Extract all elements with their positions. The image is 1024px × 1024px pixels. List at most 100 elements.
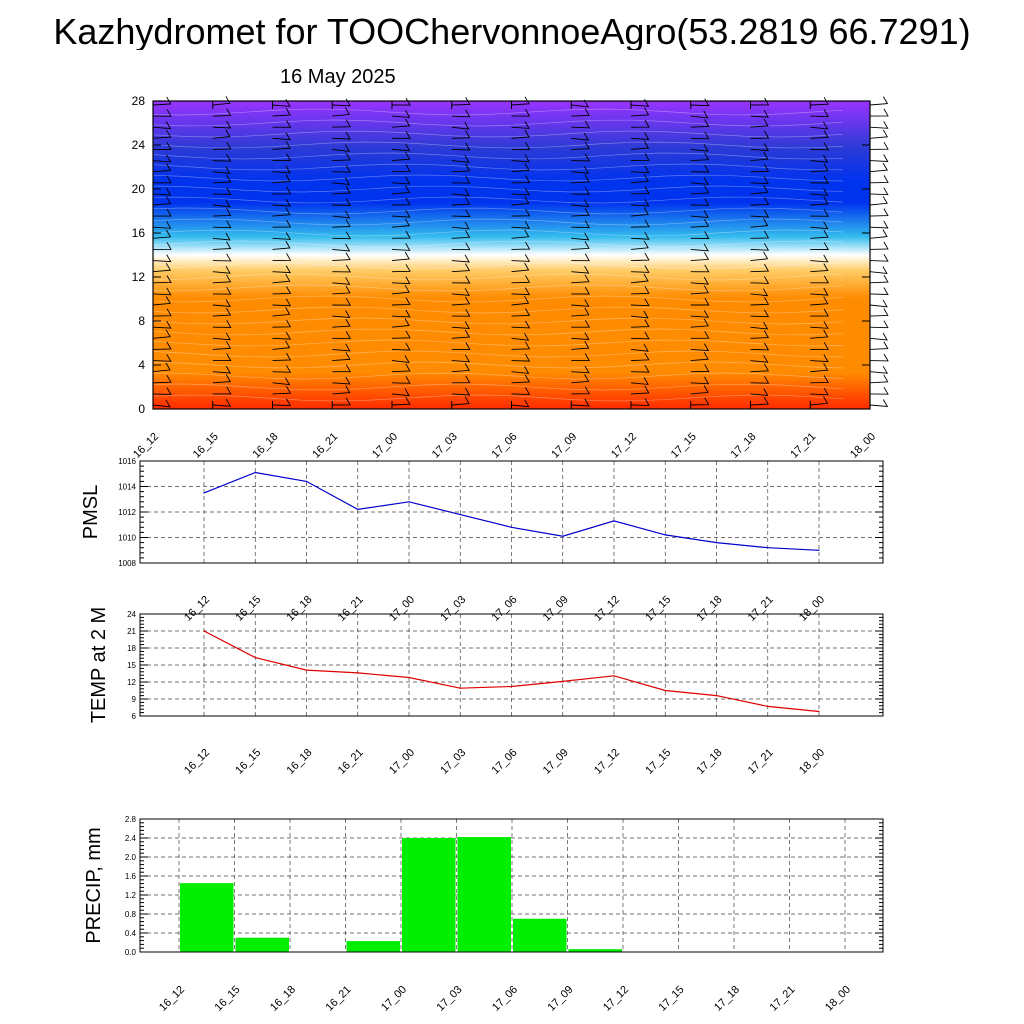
- contour-line: [152, 394, 844, 402]
- wind-barb: [332, 343, 351, 352]
- wind-barb: [690, 252, 710, 262]
- wind-barb: [571, 307, 590, 317]
- wind-barb: [332, 310, 351, 319]
- wind-barb: [152, 229, 172, 239]
- x-tick-label: 16_18: [285, 594, 315, 624]
- wind-barb: [571, 232, 590, 241]
- wind-barb: [630, 310, 649, 319]
- x-tick-label: 17_15: [657, 984, 687, 1014]
- wind-barb: [869, 274, 889, 284]
- y-axis-title: PRECIP, mm: [83, 827, 105, 943]
- wind-barb: [869, 141, 889, 150]
- wind-barb: [272, 240, 291, 250]
- y-tick-label: 18: [127, 644, 136, 653]
- wind-barb: [571, 132, 590, 141]
- wind-barbs: [152, 96, 889, 408]
- data-point: [510, 526, 513, 528]
- contour-line: [152, 108, 844, 116]
- wind-barb: [810, 254, 829, 263]
- x-tick-label: 16_18: [268, 984, 298, 1014]
- wind-barb: [391, 276, 411, 285]
- wind-barb: [750, 288, 769, 297]
- wind-barb: [690, 376, 710, 385]
- data-point: [818, 549, 820, 551]
- x-tick-label: 16_15: [233, 747, 263, 777]
- wind-barb: [332, 297, 351, 306]
- wind-barb: [332, 131, 351, 140]
- wind-barb: [153, 175, 172, 184]
- wind-barb: [152, 96, 172, 106]
- wind-barb: [630, 364, 650, 373]
- data-point: [715, 542, 718, 544]
- x-tick-label: 17_06: [490, 594, 520, 624]
- wind-barb: [332, 164, 351, 173]
- wind-barb: [630, 385, 650, 395]
- contour-line: [152, 262, 844, 270]
- contour-line: [152, 295, 844, 303]
- contour-line: [152, 207, 844, 215]
- wind-barb: [571, 108, 590, 117]
- wind-barb: [511, 108, 531, 117]
- wind-barb: [391, 388, 410, 397]
- pmsl-line-chart-panel: 1008 1010 1012 1014 1016 16_12 16_15 16_18 16_21…: [80, 457, 884, 624]
- wind-barb: [571, 332, 590, 341]
- wind-barb: [152, 163, 172, 173]
- wind-barb: [690, 351, 709, 362]
- wind-barb: [391, 396, 411, 406]
- wind-barb: [571, 253, 590, 262]
- wind-barb: [869, 399, 889, 408]
- x-tick-label: 17_15: [669, 431, 699, 461]
- wind-barb: [272, 132, 291, 141]
- x-tick-label: 18_00: [797, 594, 827, 624]
- wind-barb: [152, 354, 172, 362]
- x-tick-label: 16_21: [310, 431, 340, 461]
- wind-barb: [272, 307, 291, 317]
- wind-barb: [750, 354, 769, 363]
- x-tick-label: 17_03: [435, 984, 465, 1014]
- wind-barb: [391, 363, 411, 373]
- y-tick-label: 2.4: [125, 834, 137, 843]
- wind-barb: [152, 329, 171, 339]
- wind-barb: [391, 318, 410, 328]
- wind-barb: [451, 109, 471, 118]
- wind-barb: [451, 296, 471, 306]
- wind-barb: [869, 96, 889, 106]
- wind-barb: [272, 140, 291, 150]
- wind-barb: [272, 174, 291, 184]
- wind-barb: [451, 387, 471, 396]
- wind-barb: [451, 254, 470, 263]
- wind-barb: [810, 229, 829, 239]
- wind-barb: [332, 318, 351, 328]
- y-tick-label: 16: [132, 226, 146, 240]
- wind-barb: [212, 220, 232, 229]
- wind-barb: [810, 362, 829, 373]
- x-tick-label: 16_15: [233, 594, 263, 624]
- y-tick-label: 1008: [118, 559, 136, 568]
- x-tick-label: 17_12: [601, 984, 631, 1014]
- wind-barb: [152, 187, 172, 196]
- wind-barb: [451, 288, 470, 296]
- wind-barb: [690, 330, 710, 339]
- y-tick-label: 15: [127, 661, 136, 670]
- data-point: [767, 547, 769, 549]
- wind-barb: [332, 376, 351, 385]
- data-point: [562, 535, 564, 537]
- wind-barb: [332, 243, 351, 252]
- wind-barb: [212, 374, 232, 384]
- wind-barb: [511, 220, 531, 229]
- wind-barb: [750, 218, 769, 228]
- wind-barb: [750, 209, 770, 218]
- wind-barb: [571, 265, 590, 274]
- wind-barb: [152, 275, 172, 284]
- wind-barb: [272, 286, 292, 295]
- wind-barb: [869, 308, 889, 317]
- wind-barb: [451, 188, 470, 197]
- wind-barb: [869, 332, 888, 341]
- wind-barb: [750, 263, 770, 273]
- wind-barb: [630, 219, 650, 228]
- wind-barb: [571, 398, 590, 407]
- wind-barb: [810, 287, 829, 296]
- data-point: [305, 480, 308, 482]
- wind-barb: [511, 341, 531, 350]
- wind-barb: [511, 295, 530, 306]
